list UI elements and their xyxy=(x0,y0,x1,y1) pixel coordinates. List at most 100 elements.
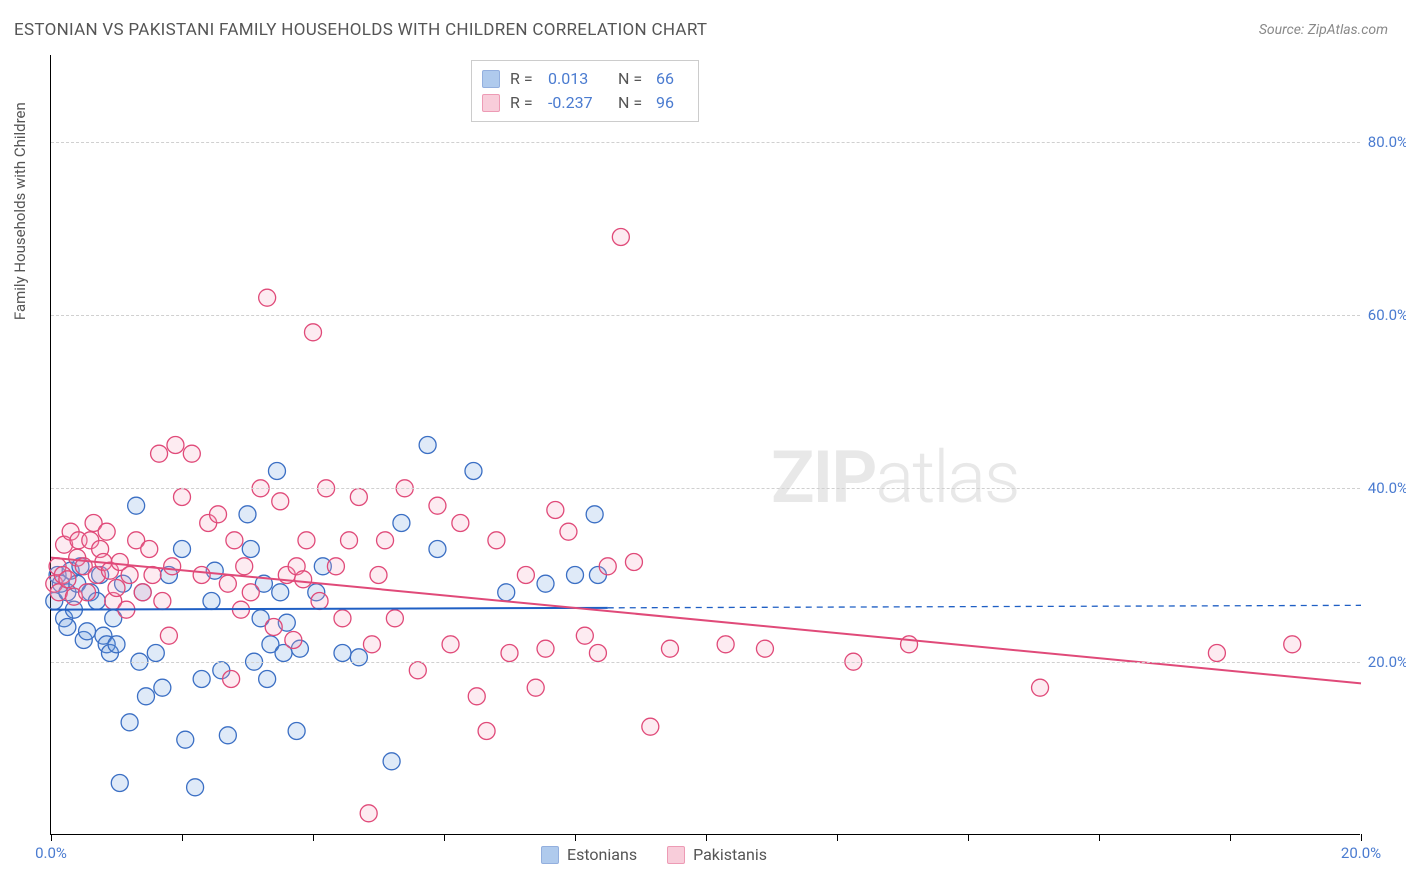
scatter-point xyxy=(219,575,236,592)
scatter-point xyxy=(298,532,315,549)
scatter-point xyxy=(717,636,734,653)
series-legend: Estonians Pakistanis xyxy=(541,845,767,864)
legend-n-value: 96 xyxy=(656,91,684,115)
legend-swatch xyxy=(482,70,500,88)
scatter-point xyxy=(537,575,554,592)
scatter-point xyxy=(151,445,168,462)
scatter-point xyxy=(599,558,616,575)
scatter-point xyxy=(334,645,351,662)
scatter-point xyxy=(242,541,259,558)
scatter-point xyxy=(160,627,177,644)
scatter-point xyxy=(363,636,380,653)
scatter-point xyxy=(465,463,482,480)
legend-r-label: R = xyxy=(510,91,538,115)
scatter-point xyxy=(1208,645,1225,662)
y-tick-label: 40.0% xyxy=(1368,479,1406,497)
legend-r-value: -0.237 xyxy=(548,91,608,115)
scatter-point xyxy=(167,437,184,454)
scatter-point xyxy=(203,593,220,610)
scatter-point xyxy=(128,497,145,514)
scatter-point xyxy=(193,567,210,584)
y-axis-label: Family Households with Children xyxy=(11,102,29,320)
x-tick xyxy=(1099,834,1100,841)
scatter-point xyxy=(527,679,544,696)
x-tick-label: 0.0% xyxy=(35,844,67,862)
y-tick-label: 20.0% xyxy=(1368,653,1406,671)
scatter-point xyxy=(121,714,138,731)
scatter-point xyxy=(452,515,469,532)
scatter-point xyxy=(177,731,194,748)
legend-item-estonians: Estonians xyxy=(541,845,637,864)
scatter-point xyxy=(242,584,259,601)
scatter-point xyxy=(501,645,518,662)
scatter-point xyxy=(272,493,289,510)
scatter-point xyxy=(193,671,210,688)
scatter-point xyxy=(239,506,256,523)
scatter-point xyxy=(419,437,436,454)
legend-label-pakistanis: Pakistanis xyxy=(693,845,767,864)
scatter-point xyxy=(498,584,515,601)
legend-corr-row: R = -0.237 N = 96 xyxy=(482,91,684,115)
scatter-point xyxy=(59,571,76,588)
gridline xyxy=(51,315,1360,316)
scatter-point xyxy=(272,584,289,601)
scatter-point xyxy=(586,506,603,523)
scatter-point xyxy=(164,558,181,575)
scatter-point xyxy=(478,723,495,740)
scatter-point xyxy=(429,541,446,558)
x-tick xyxy=(968,834,969,841)
x-tick xyxy=(706,834,707,841)
legend-r-value: 0.013 xyxy=(548,67,608,91)
scatter-point xyxy=(59,619,76,636)
scatter-point xyxy=(1032,679,1049,696)
x-tick xyxy=(182,834,183,841)
scatter-point xyxy=(901,636,918,653)
gridline xyxy=(51,142,1360,143)
scatter-point xyxy=(305,324,322,341)
scatter-point xyxy=(79,623,96,640)
legend-item-pakistanis: Pakistanis xyxy=(667,845,767,864)
x-tick xyxy=(575,834,576,841)
scatter-point xyxy=(547,502,564,519)
legend-n-label: N = xyxy=(618,67,646,91)
scatter-point xyxy=(429,497,446,514)
x-tick xyxy=(444,834,445,841)
x-tick xyxy=(1230,834,1231,841)
scatter-point xyxy=(108,580,125,597)
scatter-point xyxy=(612,229,629,246)
scatter-point xyxy=(154,593,171,610)
scatter-point xyxy=(108,636,125,653)
x-tick xyxy=(1361,834,1362,841)
chart-title: ESTONIAN VS PAKISTANI FAMILY HOUSEHOLDS … xyxy=(14,20,707,40)
scatter-point xyxy=(409,662,426,679)
scatter-point xyxy=(383,753,400,770)
legend-swatch-pakistanis xyxy=(667,846,685,864)
legend-n-value: 66 xyxy=(656,67,684,91)
source-attribution: Source: ZipAtlas.com xyxy=(1259,22,1388,38)
gridline xyxy=(51,488,1360,489)
scatter-point xyxy=(295,571,312,588)
scatter-point xyxy=(370,567,387,584)
legend-swatch-estonians xyxy=(541,846,559,864)
scatter-point xyxy=(134,584,151,601)
scatter-point xyxy=(147,645,164,662)
scatter-point xyxy=(560,523,577,540)
scatter-point xyxy=(537,640,554,657)
scatter-point xyxy=(377,532,394,549)
correlation-legend: R = 0.013 N = 66 R = -0.237 N = 96 xyxy=(471,60,699,122)
scatter-point xyxy=(1284,636,1301,653)
legend-r-label: R = xyxy=(510,67,538,91)
scatter-point xyxy=(154,679,171,696)
regression-line-extrapolated xyxy=(608,605,1361,607)
x-tick xyxy=(51,834,52,841)
y-tick-label: 80.0% xyxy=(1368,133,1406,151)
y-tick-label: 60.0% xyxy=(1368,306,1406,324)
scatter-point xyxy=(625,554,642,571)
scatter-point xyxy=(187,779,204,796)
legend-n-label: N = xyxy=(618,91,646,115)
scatter-point xyxy=(259,289,276,306)
scatter-point xyxy=(642,718,659,735)
scatter-point xyxy=(98,523,115,540)
x-tick xyxy=(837,834,838,841)
scatter-point xyxy=(589,645,606,662)
